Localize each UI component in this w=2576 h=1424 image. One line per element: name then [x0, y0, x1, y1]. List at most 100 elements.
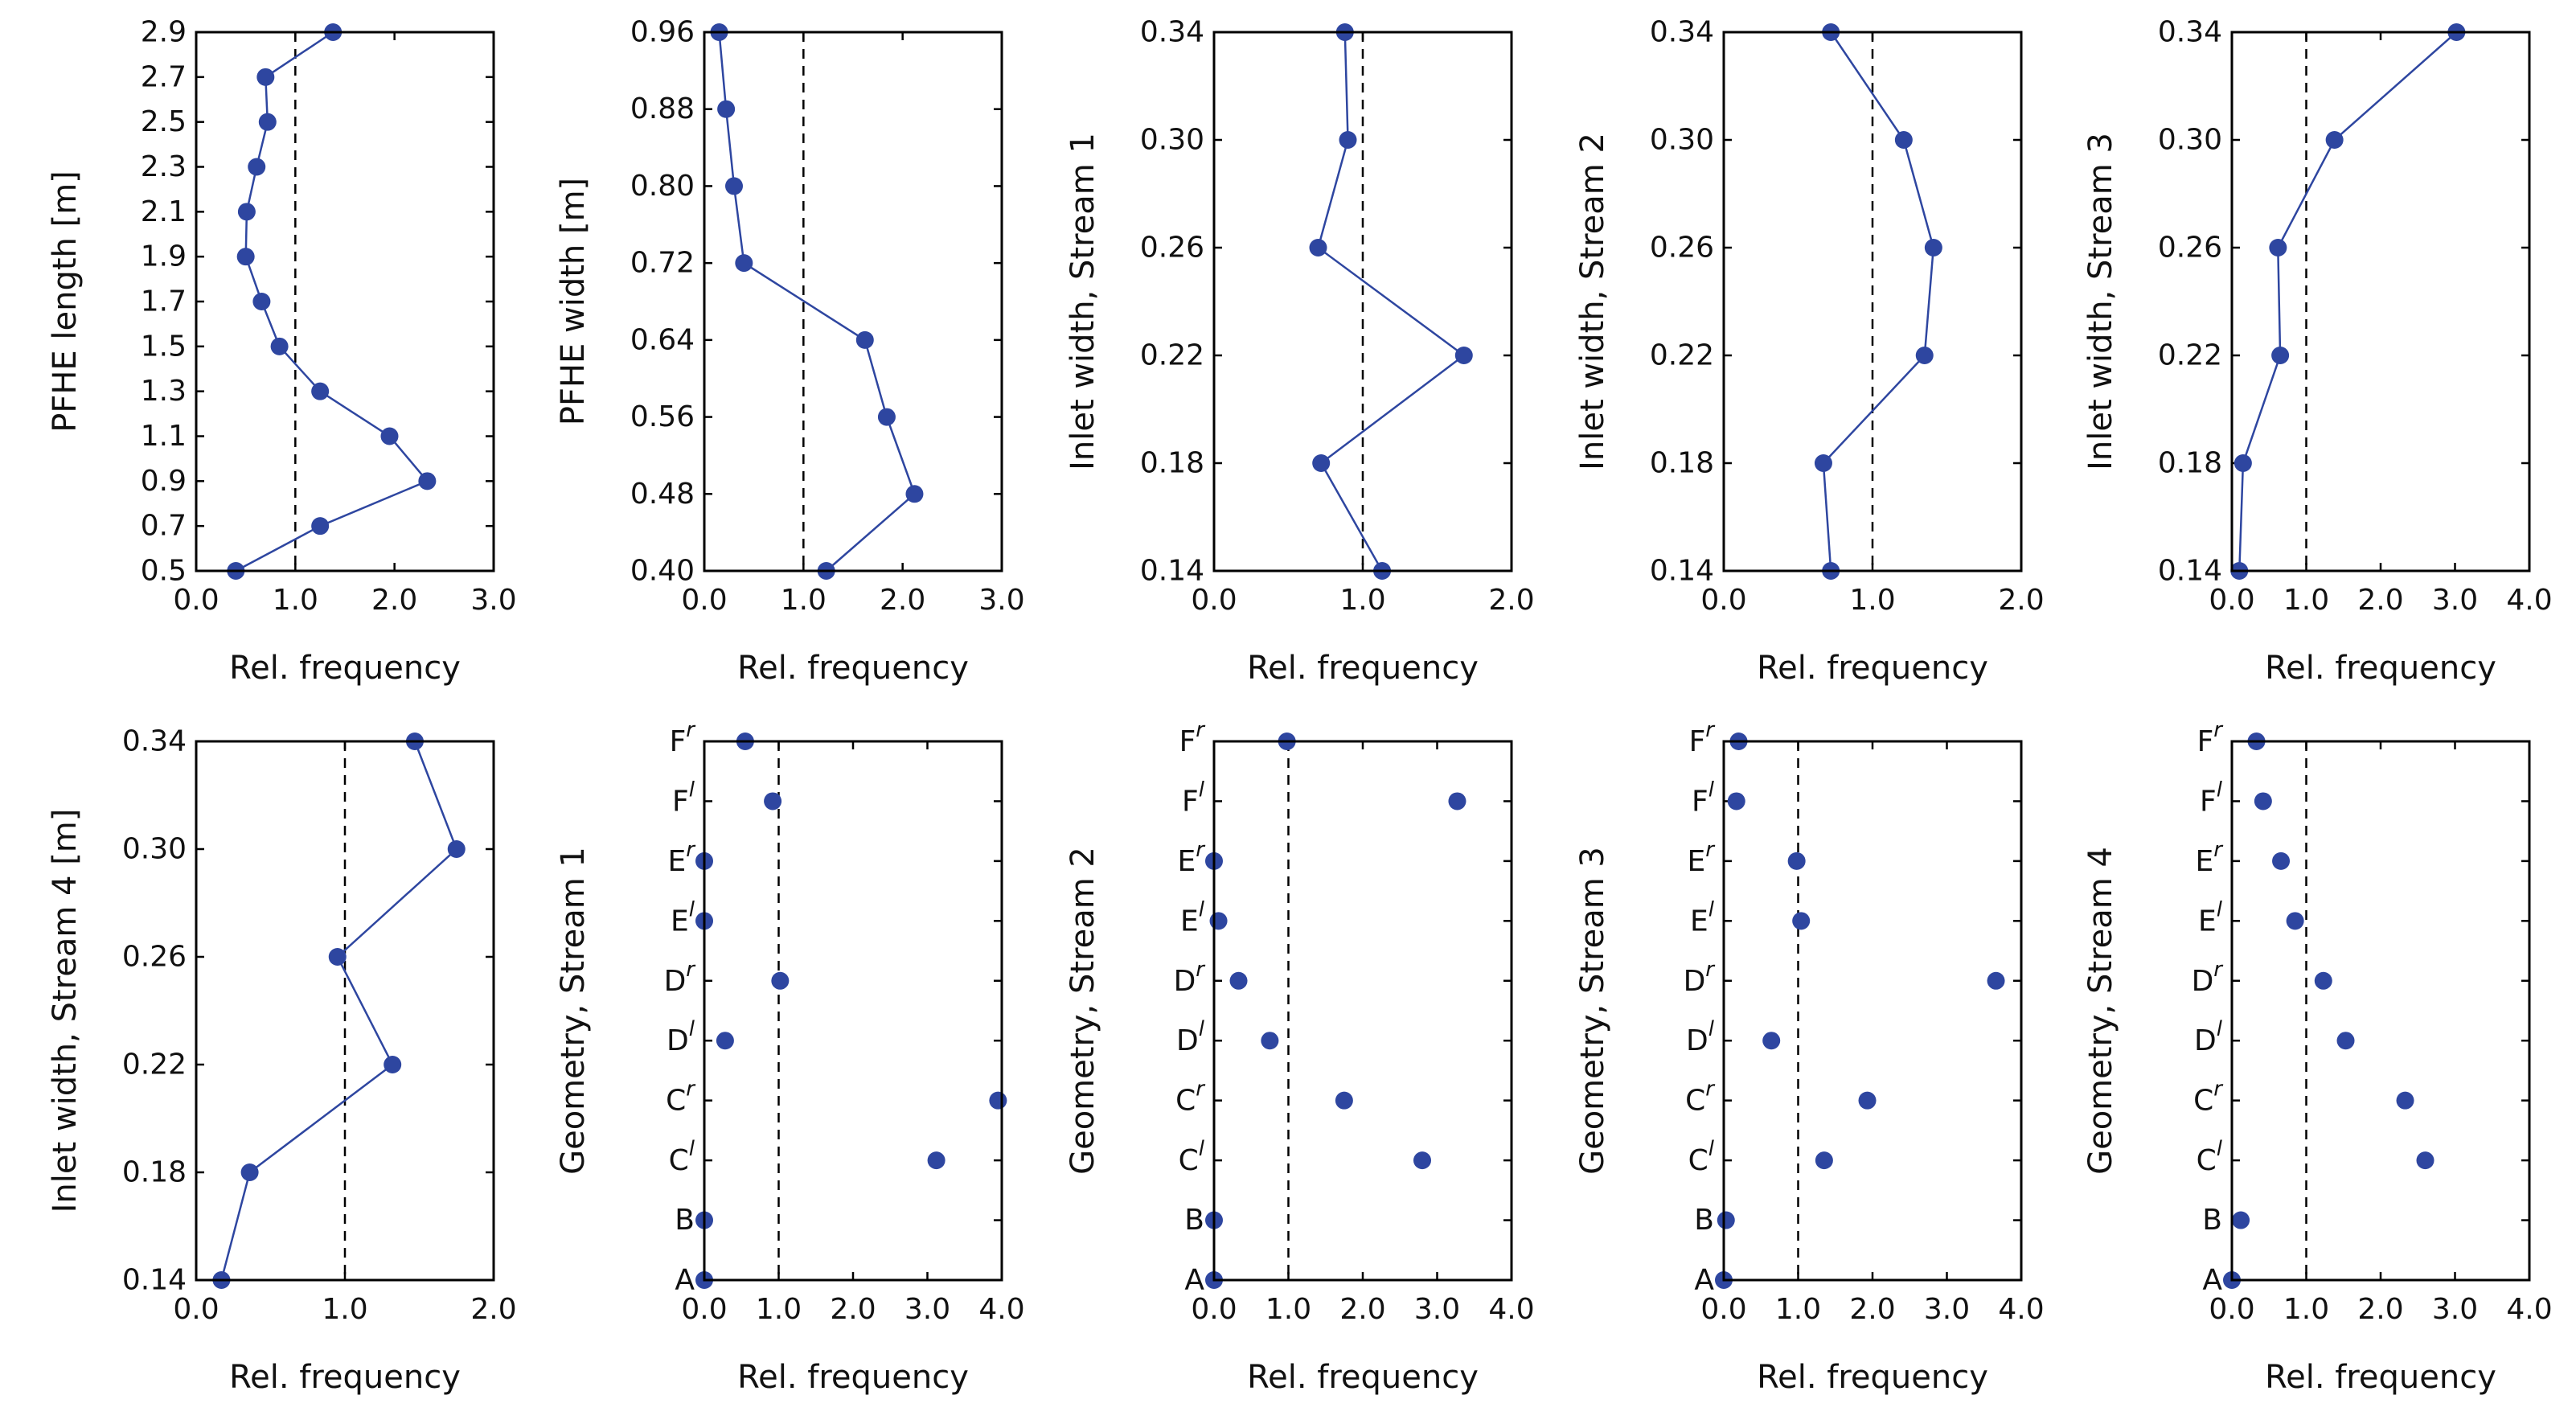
data-point [1858, 1091, 1877, 1110]
data-point [1309, 239, 1327, 256]
data-point [2416, 1151, 2434, 1170]
y-tick-label: Dr [1684, 958, 1717, 998]
y-axis-label: Geometry, Stream 4 [2082, 847, 2119, 1175]
y-tick-label: Dr [664, 958, 697, 998]
y-tick-label: Cl [669, 1137, 695, 1177]
y-tick-label: 0.48 [630, 478, 695, 511]
data-point [1448, 792, 1466, 810]
y-tick-label: 0.40 [630, 555, 695, 588]
y-tick-label: 2.1 [141, 195, 187, 228]
data-point [2232, 1211, 2250, 1229]
x-tick-label: 3.0 [904, 1293, 950, 1326]
subplot-6: 0.0 1.0 2.0 0.14 0.18 0.22 0.26 0.30 0.34 Rel. fr… [47, 725, 517, 1397]
y-tick-label: 1.3 [141, 375, 187, 408]
data-point [311, 517, 330, 536]
data-point [270, 337, 289, 355]
x-tick-label: 4.0 [978, 1293, 1024, 1326]
x-tick-label: 2.0 [1998, 584, 2044, 617]
x-axis-label: Rel. frequency [229, 650, 461, 687]
y-tick-label: 0.22 [1650, 339, 1714, 372]
x-tick-label: 1.0 [322, 1293, 367, 1326]
y-axis-label: Inlet width, Stream 2 [1574, 133, 1611, 470]
y-tick-label: B [1184, 1204, 1204, 1237]
data-point [2269, 239, 2287, 256]
data-point [1454, 347, 1473, 364]
y-tick-label: Dl [1686, 1017, 1715, 1057]
data-point [1815, 1151, 1833, 1170]
y-tick-label: Fl [1182, 778, 1205, 818]
data-point [237, 203, 256, 221]
data-point [252, 293, 271, 310]
x-tick-label: 1.0 [1849, 584, 1895, 617]
y-axis-label: Geometry, Stream 3 [1574, 847, 1611, 1175]
data-point [258, 113, 277, 131]
x-tick-label: 3.0 [2432, 1293, 2478, 1326]
y-tick-label: Fr [670, 718, 697, 758]
y-tick-label: Cl [1688, 1137, 1715, 1177]
data-point [2286, 912, 2304, 930]
x-tick-label: 2.0 [470, 1293, 516, 1326]
y-tick-label: B [1694, 1204, 1714, 1237]
y-tick-label: 2.5 [141, 105, 187, 138]
y-tick-label: A [1184, 1264, 1204, 1297]
y-tick-label: Dr [1174, 958, 1207, 998]
y-tick-label: 1.9 [141, 240, 187, 273]
x-tick-label: 1.0 [2283, 1293, 2329, 1326]
y-tick-label: 0.5 [141, 555, 187, 588]
data-point [717, 100, 736, 118]
x-tick-label: 1.0 [781, 584, 827, 617]
y-tick-label: Cr [1685, 1077, 1716, 1118]
x-tick-label: 1.0 [1265, 1293, 1311, 1326]
x-axis-label: Rel. frequency [1247, 650, 1479, 687]
plot-frame [703, 740, 1003, 1282]
plot-frame [703, 31, 1003, 572]
data-point [1229, 971, 1248, 990]
y-tick-label: 0.64 [630, 323, 695, 356]
series-line [718, 31, 916, 572]
y-tick-label: Cr [666, 1077, 696, 1118]
y-tick-label: 0.9 [141, 465, 187, 498]
y-tick-label: 0.34 [122, 725, 187, 758]
y-tick-label: 0.80 [630, 170, 695, 203]
data-point [716, 1032, 734, 1050]
data-point [927, 1151, 945, 1170]
x-tick-label: 0.0 [1700, 1293, 1746, 1326]
x-tick-label: 4.0 [2506, 1293, 2552, 1326]
y-tick-label: Cr [1175, 1077, 1206, 1118]
data-point [1717, 1211, 1735, 1229]
y-tick-label: 0.72 [630, 247, 695, 280]
y-tick-label: 0.18 [1650, 447, 1714, 480]
y-tick-label: Fl [2200, 778, 2223, 818]
y-tick-label: Dl [2194, 1017, 2223, 1057]
x-tick-label: 1.0 [2283, 584, 2329, 617]
x-tick-label: 2.0 [2357, 584, 2403, 617]
data-point [380, 427, 399, 445]
x-tick-label: 4.0 [1488, 1293, 1534, 1326]
data-point [905, 485, 924, 503]
data-point [1762, 1032, 1781, 1050]
y-axis-label: PFHE width [m] [555, 178, 592, 425]
y-tick-label: 0.88 [630, 92, 695, 125]
data-point [1814, 454, 1832, 472]
plot-frame [1212, 31, 1513, 572]
data-point [1787, 852, 1806, 870]
y-tick-label: 2.7 [141, 60, 187, 93]
plot-frame [195, 740, 495, 1282]
y-tick-label: 0.14 [2158, 555, 2222, 588]
y-tick-label: 1.1 [141, 420, 187, 453]
x-axis-label: Rel. frequency [229, 1359, 461, 1396]
data-point [1209, 912, 1228, 930]
subplot-8: 0.0 1.0 2.0 3.0 4.0 AB Cl Cr Dl Dr El Er Fl Fr Rel. fr… [1064, 718, 1535, 1396]
x-tick-label: 0.0 [681, 1293, 727, 1326]
y-tick-label: 0.34 [1140, 16, 1204, 49]
data-point [2325, 131, 2344, 149]
y-tick-label: Fr [2197, 718, 2225, 758]
y-axis-label: Geometry, Stream 2 [1064, 847, 1101, 1175]
x-tick-label: 2.0 [830, 1293, 876, 1326]
y-tick-label: Fr [1179, 718, 1207, 758]
x-tick-label: 1.0 [273, 584, 318, 617]
x-tick-label: 0.0 [1700, 584, 1746, 617]
y-tick-label: Er [1178, 838, 1207, 878]
data-point [447, 840, 466, 858]
